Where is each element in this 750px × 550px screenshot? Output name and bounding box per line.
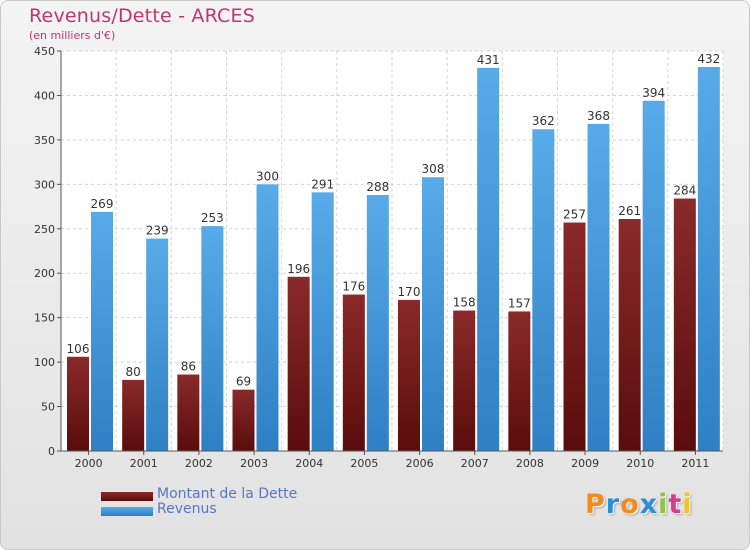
x-tick-label-2008: 2008 <box>516 457 544 470</box>
bar-debt-2001 <box>122 379 145 451</box>
legend-label-revenus: Revenus <box>157 501 217 517</box>
x-tick-label-2002: 2002 <box>185 457 213 470</box>
data-label-debt-2005: 176 <box>342 280 365 294</box>
bar-debt-2007 <box>453 310 476 451</box>
bar-revenus-2002 <box>201 226 224 451</box>
legend-swatch-debt <box>101 492 153 501</box>
bar-revenus-2006 <box>422 177 444 451</box>
logo-letter: i <box>658 489 669 520</box>
y-tick-label-50: 50 <box>41 401 55 414</box>
bar-debt-2008 <box>508 311 531 451</box>
y-tick-label-400: 400 <box>34 89 55 102</box>
legend-label-debt: Montant de la Dette <box>157 486 298 502</box>
bar-debt-2004 <box>287 276 310 451</box>
logo-letter: r <box>605 489 621 520</box>
y-tick-label-100: 100 <box>34 356 55 369</box>
logo-letter: x <box>639 489 659 520</box>
bar-revenus-2007 <box>477 67 500 451</box>
data-label-debt-2009: 257 <box>563 208 586 222</box>
bar-revenus-2008 <box>532 129 555 451</box>
data-label-debt-2008: 157 <box>508 296 531 310</box>
data-label-revenus-2006: 308 <box>422 162 445 176</box>
data-label-revenus-2009: 368 <box>587 109 610 123</box>
data-label-debt-2002: 86 <box>181 360 196 374</box>
bar-debt-2006 <box>398 299 420 451</box>
data-label-debt-2010: 261 <box>618 204 641 218</box>
x-tick-label-2006: 2006 <box>406 457 434 470</box>
data-label-revenus-2010: 394 <box>642 86 665 100</box>
data-label-revenus-2002: 253 <box>201 211 224 225</box>
bar-debt-2009 <box>563 222 586 451</box>
grid <box>60 50 724 452</box>
bar-debt-2005 <box>342 294 365 451</box>
logo-letter: i <box>682 489 693 520</box>
y-tick-label-450: 450 <box>34 45 55 58</box>
logo-letter: P <box>585 489 606 520</box>
x-tick-label-2005: 2005 <box>350 457 378 470</box>
data-label-debt-2011: 284 <box>673 184 696 198</box>
bar-revenus-2009 <box>587 123 610 451</box>
bar-debt-2002 <box>177 374 200 451</box>
bar-revenus-2000 <box>91 211 113 451</box>
y-tick-label-150: 150 <box>34 312 55 325</box>
x-tick-label-2011: 2011 <box>681 457 709 470</box>
bar-debt-2010 <box>618 219 641 451</box>
chart-title: Revenus/Dette - ARCES <box>29 5 255 27</box>
bar-revenus-2001 <box>146 238 169 451</box>
data-label-revenus-2008: 362 <box>532 114 555 128</box>
data-label-revenus-2003: 300 <box>256 169 279 183</box>
bar-revenus-2005 <box>366 195 389 451</box>
x-tick-label-2010: 2010 <box>626 457 654 470</box>
bars: 106 269 80 239 86 253 69 300 196 291 176 288 170 308 1… <box>67 52 720 452</box>
bar-debt-2000 <box>67 356 89 451</box>
logo-letter: o <box>620 489 640 520</box>
x-tick-label-2009: 2009 <box>571 457 599 470</box>
bar-revenus-2010 <box>642 100 665 452</box>
bar-revenus-2003 <box>256 184 279 452</box>
x-tick-label-2000: 2000 <box>75 457 103 470</box>
y-tick-label-250: 250 <box>34 223 55 236</box>
data-label-revenus-2000: 269 <box>91 197 114 211</box>
axes: 0 50 100 150 200 250 300 350 400 450 2000 2001 2002 2… <box>34 45 723 470</box>
data-label-revenus-2004: 291 <box>311 177 334 191</box>
x-tick-label-2003: 2003 <box>240 457 268 470</box>
bar-revenus-2004 <box>311 192 334 452</box>
logo-letter: t <box>668 489 683 520</box>
bar-debt-2003 <box>232 389 255 451</box>
data-label-debt-2004: 196 <box>287 262 310 276</box>
data-label-debt-2000: 106 <box>67 342 90 356</box>
y-tick-label-350: 350 <box>34 134 55 147</box>
data-label-revenus-2005: 288 <box>366 180 389 194</box>
y-tick-label-300: 300 <box>34 178 55 191</box>
x-tick-label-2007: 2007 <box>461 457 489 470</box>
data-label-debt-2006: 170 <box>398 285 421 299</box>
y-tick-label-200: 200 <box>34 267 55 280</box>
chart-subtitle: (en milliers d'€) <box>29 29 116 42</box>
bar-debt-2011 <box>673 198 696 451</box>
data-label-revenus-2011: 432 <box>697 52 720 66</box>
proxiti-logo: Proxiti <box>585 489 693 520</box>
x-tick-label-2001: 2001 <box>130 457 158 470</box>
data-label-debt-2003: 69 <box>236 375 251 389</box>
data-label-revenus-2001: 239 <box>146 224 169 238</box>
data-label-revenus-2007: 431 <box>477 53 500 67</box>
data-label-debt-2001: 80 <box>126 365 141 379</box>
bar-revenus-2011 <box>697 67 720 451</box>
legend-swatch-revenus <box>101 507 153 516</box>
y-tick-label-0: 0 <box>48 445 55 458</box>
data-label-debt-2007: 158 <box>453 296 476 310</box>
x-tick-label-2004: 2004 <box>295 457 323 470</box>
